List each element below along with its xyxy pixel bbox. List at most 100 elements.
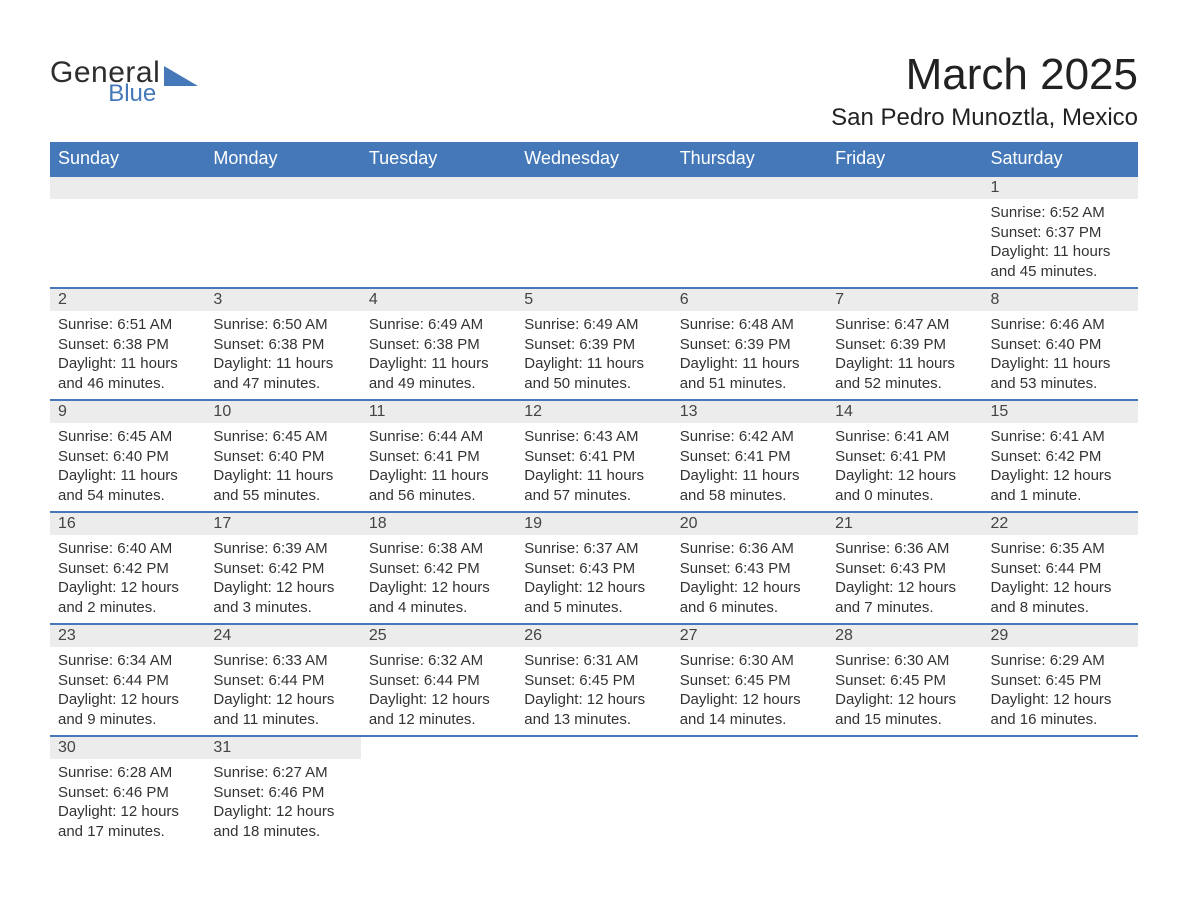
day-line: and 53 minutes. bbox=[991, 374, 1130, 394]
day-number: 1 bbox=[983, 179, 1008, 197]
day-line: Sunset: 6:42 PM bbox=[213, 559, 352, 579]
day-number: 13 bbox=[672, 403, 706, 421]
day-line: Sunrise: 6:36 AM bbox=[835, 539, 974, 559]
day-detail bbox=[672, 199, 827, 209]
day-line: Sunrise: 6:49 AM bbox=[524, 315, 663, 335]
day-detail: Sunrise: 6:52 AMSunset: 6:37 PMDaylight:… bbox=[983, 199, 1138, 287]
day-number-row: 18 bbox=[361, 513, 516, 535]
day-cell: 30Sunrise: 6:28 AMSunset: 6:46 PMDayligh… bbox=[50, 737, 205, 847]
day-number-row: 17 bbox=[205, 513, 360, 535]
day-line: Daylight: 11 hours bbox=[680, 466, 819, 486]
day-cell: 10Sunrise: 6:45 AMSunset: 6:40 PMDayligh… bbox=[205, 401, 360, 511]
weekday-header: SundayMondayTuesdayWednesdayThursdayFrid… bbox=[50, 142, 1138, 175]
day-number-row: 28 bbox=[827, 625, 982, 647]
day-line: Sunrise: 6:36 AM bbox=[680, 539, 819, 559]
day-number-row: 20 bbox=[672, 513, 827, 535]
day-cell: 18Sunrise: 6:38 AMSunset: 6:42 PMDayligh… bbox=[361, 513, 516, 623]
day-number: 14 bbox=[827, 403, 861, 421]
day-number-row: 26 bbox=[516, 625, 671, 647]
day-detail: Sunrise: 6:45 AMSunset: 6:40 PMDaylight:… bbox=[50, 423, 205, 511]
day-number: 25 bbox=[361, 627, 395, 645]
day-number-row: 15 bbox=[983, 401, 1138, 423]
day-cell bbox=[516, 177, 671, 287]
weekday-label: Tuesday bbox=[361, 142, 516, 175]
day-line: and 5 minutes. bbox=[524, 598, 663, 618]
day-cell: 25Sunrise: 6:32 AMSunset: 6:44 PMDayligh… bbox=[361, 625, 516, 735]
day-detail: Sunrise: 6:45 AMSunset: 6:40 PMDaylight:… bbox=[205, 423, 360, 511]
day-line: Sunset: 6:38 PM bbox=[369, 335, 508, 355]
day-line: Sunrise: 6:41 AM bbox=[835, 427, 974, 447]
day-cell: 5Sunrise: 6:49 AMSunset: 6:39 PMDaylight… bbox=[516, 289, 671, 399]
day-line: Sunset: 6:41 PM bbox=[680, 447, 819, 467]
day-cell bbox=[672, 737, 827, 847]
day-number-row: 31 bbox=[205, 737, 360, 759]
day-line: Daylight: 11 hours bbox=[991, 354, 1130, 374]
header: General Blue March 2025 San Pedro Munozt… bbox=[50, 50, 1138, 132]
day-number-row: 3 bbox=[205, 289, 360, 311]
day-detail: Sunrise: 6:29 AMSunset: 6:45 PMDaylight:… bbox=[983, 647, 1138, 735]
day-line: Sunrise: 6:29 AM bbox=[991, 651, 1130, 671]
day-line: Sunrise: 6:51 AM bbox=[58, 315, 197, 335]
day-number: 28 bbox=[827, 627, 861, 645]
day-number: 22 bbox=[983, 515, 1017, 533]
day-line: and 2 minutes. bbox=[58, 598, 197, 618]
weekday-label: Sunday bbox=[50, 142, 205, 175]
week-row: 16Sunrise: 6:40 AMSunset: 6:42 PMDayligh… bbox=[50, 511, 1138, 623]
day-line: Sunrise: 6:30 AM bbox=[680, 651, 819, 671]
day-line: Sunrise: 6:52 AM bbox=[991, 203, 1130, 223]
day-line: Daylight: 11 hours bbox=[835, 354, 974, 374]
day-detail: Sunrise: 6:40 AMSunset: 6:42 PMDaylight:… bbox=[50, 535, 205, 623]
day-cell: 20Sunrise: 6:36 AMSunset: 6:43 PMDayligh… bbox=[672, 513, 827, 623]
day-line: Daylight: 12 hours bbox=[58, 578, 197, 598]
day-line: Sunset: 6:42 PM bbox=[369, 559, 508, 579]
day-line: Daylight: 12 hours bbox=[680, 578, 819, 598]
day-line: and 3 minutes. bbox=[213, 598, 352, 618]
day-line: Sunrise: 6:44 AM bbox=[369, 427, 508, 447]
day-number-row: 13 bbox=[672, 401, 827, 423]
day-number-row: 29 bbox=[983, 625, 1138, 647]
day-line: Sunset: 6:45 PM bbox=[680, 671, 819, 691]
day-detail: Sunrise: 6:50 AMSunset: 6:38 PMDaylight:… bbox=[205, 311, 360, 399]
day-detail: Sunrise: 6:42 AMSunset: 6:41 PMDaylight:… bbox=[672, 423, 827, 511]
day-detail: Sunrise: 6:44 AMSunset: 6:41 PMDaylight:… bbox=[361, 423, 516, 511]
day-number: 21 bbox=[827, 515, 861, 533]
day-detail bbox=[361, 759, 516, 769]
day-line: Daylight: 11 hours bbox=[524, 466, 663, 486]
day-number-row: 14 bbox=[827, 401, 982, 423]
day-cell: 6Sunrise: 6:48 AMSunset: 6:39 PMDaylight… bbox=[672, 289, 827, 399]
day-detail bbox=[50, 199, 205, 209]
day-detail: Sunrise: 6:30 AMSunset: 6:45 PMDaylight:… bbox=[827, 647, 982, 735]
day-number: 2 bbox=[50, 291, 75, 309]
day-line: and 9 minutes. bbox=[58, 710, 197, 730]
day-number: 12 bbox=[516, 403, 550, 421]
day-line: Daylight: 12 hours bbox=[58, 690, 197, 710]
day-line: Daylight: 12 hours bbox=[524, 690, 663, 710]
day-detail: Sunrise: 6:37 AMSunset: 6:43 PMDaylight:… bbox=[516, 535, 671, 623]
day-line: and 49 minutes. bbox=[369, 374, 508, 394]
day-detail bbox=[672, 759, 827, 769]
day-line: and 57 minutes. bbox=[524, 486, 663, 506]
day-detail: Sunrise: 6:36 AMSunset: 6:43 PMDaylight:… bbox=[827, 535, 982, 623]
day-cell: 22Sunrise: 6:35 AMSunset: 6:44 PMDayligh… bbox=[983, 513, 1138, 623]
day-number: 8 bbox=[983, 291, 1008, 309]
day-line: Daylight: 12 hours bbox=[58, 802, 197, 822]
day-cell bbox=[50, 177, 205, 287]
day-number-row: 16 bbox=[50, 513, 205, 535]
day-detail: Sunrise: 6:31 AMSunset: 6:45 PMDaylight:… bbox=[516, 647, 671, 735]
day-number-row: 30 bbox=[50, 737, 205, 759]
logo: General Blue bbox=[50, 58, 198, 106]
day-line: Daylight: 11 hours bbox=[524, 354, 663, 374]
day-cell: 11Sunrise: 6:44 AMSunset: 6:41 PMDayligh… bbox=[361, 401, 516, 511]
day-number-row: 2 bbox=[50, 289, 205, 311]
weekday-label: Saturday bbox=[983, 142, 1138, 175]
day-number-row bbox=[361, 737, 516, 759]
day-detail: Sunrise: 6:51 AMSunset: 6:38 PMDaylight:… bbox=[50, 311, 205, 399]
day-number-row bbox=[827, 737, 982, 759]
week-row: 23Sunrise: 6:34 AMSunset: 6:44 PMDayligh… bbox=[50, 623, 1138, 735]
day-line: and 8 minutes. bbox=[991, 598, 1130, 618]
day-number: 3 bbox=[205, 291, 230, 309]
day-line: Sunset: 6:40 PM bbox=[213, 447, 352, 467]
day-line: Sunrise: 6:30 AM bbox=[835, 651, 974, 671]
weekday-label: Friday bbox=[827, 142, 982, 175]
day-detail bbox=[827, 199, 982, 209]
